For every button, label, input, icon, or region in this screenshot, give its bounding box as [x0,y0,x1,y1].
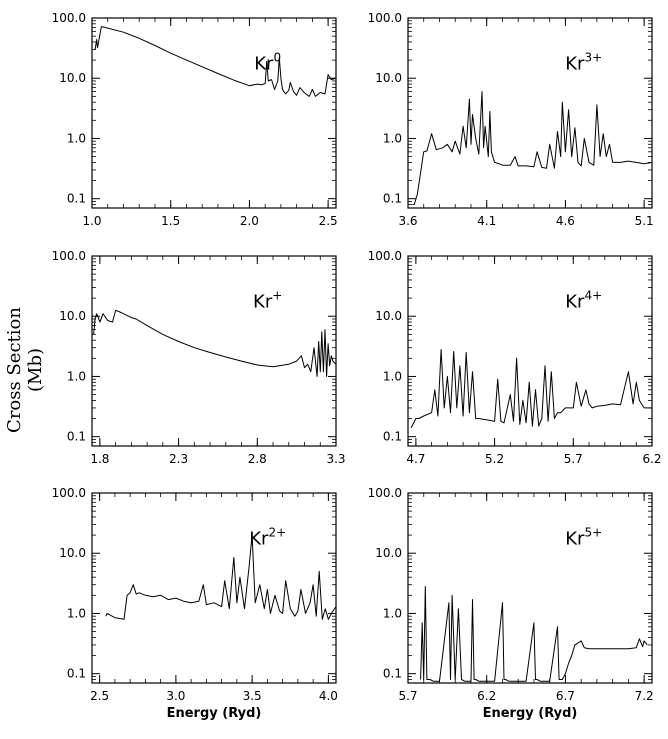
ion-label: Kr0 [254,50,281,74]
x-axis-label: Energy (Ryd) [167,706,262,721]
cross-section-series [420,586,648,682]
x-tick-label: 1.0 [82,214,101,228]
ion-symbol: Kr [253,291,273,312]
x-tick-label: 2.8 [248,452,267,466]
ion-label: Kr+ [253,288,282,312]
x-tick-label: 1.8 [90,452,109,466]
x-tick-label: 2.0 [240,214,259,228]
x-tick-label: 5.2 [485,452,504,466]
panel-frame [407,255,653,447]
cross-section-series [412,91,653,205]
x-tick-label: 5.7 [398,689,417,703]
x-tick-label: 6.2 [477,689,496,703]
ion-charge: 0 [273,50,281,64]
ion-symbol: Kr [254,53,274,74]
y-tick-label: 10.0 [375,309,402,323]
y-tick-label: 10.0 [59,71,86,85]
x-tick-label: 4.6 [556,214,575,228]
global-y-axis-label: Cross Section (Mb) [4,307,46,433]
cross-section-series [410,349,652,429]
y-tick-label: 10.0 [59,309,86,323]
panel-1: 0.1 1.0 10.0 100.0 1.0 1.5 2.0 2.5 Kr0 [52,11,338,228]
y-tick-label: 10.0 [375,71,402,85]
x-tick-label: 5.7 [564,452,583,466]
ion-label: Kr2+ [249,525,286,549]
x-tick-label: 3.6 [398,214,417,228]
x-tick-label: 3.5 [243,689,262,703]
ion-label: Kr3+ [565,50,602,74]
panel-frame [91,255,337,447]
panel-frame [91,492,337,684]
panel-2: 0.1 1.0 10.0 100.0 3.6 4.1 4.6 5.1 Kr3+ [368,11,654,228]
y-tick-label: 0.1 [67,667,86,681]
panel-3: 0.1 1.0 10.0 100.0 1.8 2.3 2.8 3.3 Kr+ [52,249,346,466]
cross-section-series [94,26,337,97]
y-tick-label: 100.0 [368,249,402,263]
panel-6: 0.1 1.0 10.0 100.0 5.7 6.2 6.7 7.2 Kr5+ Energy (R… [368,486,654,721]
ion-charge: 2+ [268,525,286,539]
x-tick-label: 6.7 [556,689,575,703]
y-tick-label: 100.0 [368,11,402,25]
x-tick-label: 3.0 [166,689,185,703]
ion-label: Kr5+ [565,525,602,549]
y-tick-label: 0.1 [67,192,86,206]
y-tick-label: 0.1 [383,667,402,681]
y-tick-label: 1.0 [383,606,402,620]
y-tick-label: 100.0 [52,486,86,500]
cross-section-series [93,309,337,377]
y-tick-label: 0.1 [67,430,86,444]
y-tick-label: 10.0 [375,546,402,560]
y-tick-label: 1.0 [383,131,402,145]
x-tick-label: 2.5 [90,689,109,703]
ion-symbol: Kr [249,528,269,549]
x-tick-label: 4.7 [406,452,425,466]
y-tick-label: 100.0 [368,486,402,500]
x-tick-label: 2.5 [319,214,338,228]
y-tick-label: 0.1 [383,192,402,206]
ion-charge: + [272,288,282,302]
x-tick-label: 4.1 [477,214,496,228]
panel-frame [91,17,337,209]
y-tick-label: 0.1 [383,430,402,444]
ion-charge: 5+ [584,525,602,539]
x-tick-label: 5.1 [635,214,654,228]
x-tick-label: 1.5 [161,214,180,228]
ion-label: Kr4+ [565,288,602,312]
panel-frame [407,492,653,684]
panel-frame [407,17,653,209]
y-tick-label: 1.0 [67,131,86,145]
x-tick-label: 6.2 [642,452,661,466]
ion-symbol: Kr [565,291,585,312]
ion-charge: 3+ [584,50,602,64]
y-tick-label: 100.0 [52,249,86,263]
y-tick-label: 1.0 [67,606,86,620]
cross-section-series [105,534,337,620]
y-tick-label: 10.0 [59,546,86,560]
y-tick-label: 100.0 [52,11,86,25]
panel-4: 0.1 1.0 10.0 100.0 4.7 5.2 5.7 6.2 Kr4+ [368,249,662,466]
x-tick-label: 2.3 [169,452,188,466]
x-axis-label: Energy (Ryd) [483,706,578,721]
x-tick-label: 3.3 [326,452,345,466]
ion-symbol: Kr [565,528,585,549]
y-tick-label: 1.0 [383,369,402,383]
ion-charge: 4+ [584,288,602,302]
y-tick-label: 1.0 [67,369,86,383]
ion-symbol: Kr [565,53,585,74]
panel-5: 0.1 1.0 10.0 100.0 2.5 3.0 3.5 4.0 Kr2+ Energy (R… [52,486,338,721]
x-tick-label: 4.0 [319,689,338,703]
x-tick-label: 7.2 [635,689,654,703]
